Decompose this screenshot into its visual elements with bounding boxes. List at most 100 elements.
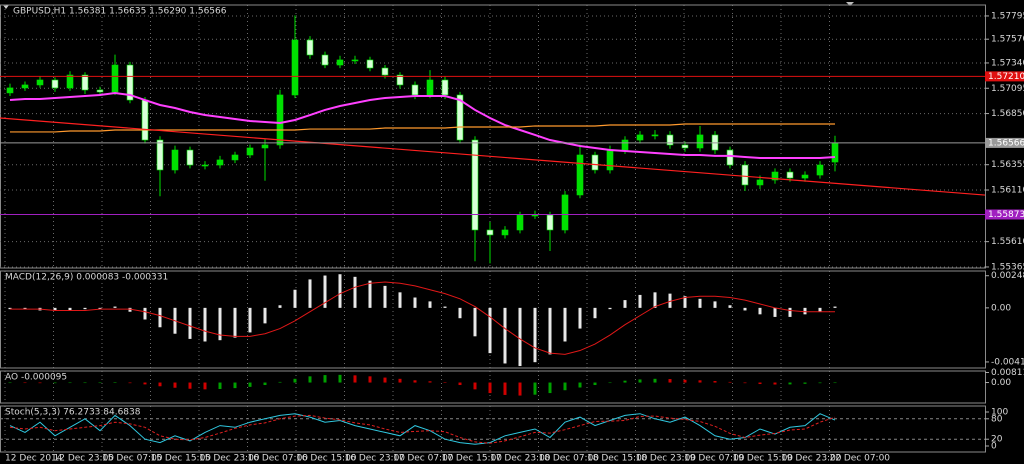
ao-bar bbox=[818, 382, 822, 384]
macd-bar bbox=[773, 307, 777, 317]
ao-bar bbox=[278, 381, 282, 383]
macd-bar bbox=[293, 289, 297, 308]
macd-bar bbox=[353, 276, 357, 308]
candle-body bbox=[81, 74, 89, 91]
price-label: 1.55873 bbox=[988, 210, 1024, 220]
macd-bar bbox=[383, 285, 387, 308]
ao-bar bbox=[833, 382, 837, 384]
y-tick-label: 1.55365 bbox=[991, 262, 1024, 272]
candle-body bbox=[186, 149, 194, 166]
ao-bar bbox=[293, 378, 297, 383]
candle-body bbox=[261, 144, 269, 149]
candle-body bbox=[651, 134, 659, 137]
ao-bar bbox=[173, 382, 177, 388]
candle-body bbox=[546, 214, 554, 231]
ao-bar bbox=[218, 382, 222, 389]
candle-body bbox=[246, 147, 254, 156]
macd-bar bbox=[368, 280, 372, 308]
candle-body bbox=[576, 154, 584, 196]
ao-bar bbox=[683, 379, 687, 383]
candle-body bbox=[396, 74, 404, 86]
x-tick-label: 16 Dec 23:00 bbox=[345, 454, 406, 464]
macd-bar bbox=[503, 307, 507, 364]
y-tick-label: 1.57095 bbox=[991, 84, 1024, 94]
candle-body bbox=[831, 142, 839, 163]
y-tick-label: 1.57570 bbox=[991, 35, 1024, 45]
macd-bar bbox=[23, 307, 27, 310]
macd-bar bbox=[563, 307, 567, 342]
x-tick-label: 22 Dec 07:00 bbox=[830, 454, 891, 464]
x-tick-label: 19 Dec 07:00 bbox=[684, 454, 745, 464]
ao-bar bbox=[398, 378, 402, 383]
ao-bar bbox=[773, 382, 777, 385]
y-tick-label: 1.56110 bbox=[991, 186, 1024, 196]
candle-body bbox=[66, 74, 74, 89]
ao-bar bbox=[668, 379, 672, 383]
candle-body bbox=[441, 79, 449, 96]
y-tick-label: 20 bbox=[991, 435, 1003, 445]
candle-body bbox=[366, 59, 374, 69]
candle-body bbox=[6, 87, 14, 94]
candle-body bbox=[621, 139, 629, 151]
candle-body bbox=[486, 229, 494, 236]
candle-body bbox=[636, 134, 644, 141]
candle-body bbox=[726, 149, 734, 166]
price-box bbox=[985, 71, 1024, 82]
candle-body bbox=[231, 154, 239, 161]
macd-bar bbox=[398, 292, 402, 308]
macd-bar bbox=[203, 307, 207, 342]
candle-body bbox=[126, 64, 134, 101]
y-tick-label: 0.00 bbox=[991, 378, 1011, 388]
macd-bar bbox=[188, 307, 192, 339]
candle-body bbox=[336, 59, 344, 66]
y-tick-label: 100 bbox=[991, 408, 1008, 418]
x-tick-label: 19 Dec 23:00 bbox=[781, 454, 842, 464]
macd-bar bbox=[443, 306, 447, 308]
candle-body bbox=[216, 159, 224, 166]
y-tick-label: 0 bbox=[991, 442, 997, 452]
x-tick-label: 19 Dec 15:00 bbox=[733, 454, 794, 464]
candle-body bbox=[51, 79, 59, 89]
ao-bar bbox=[458, 382, 462, 386]
ao-bar bbox=[233, 382, 237, 389]
candle-body bbox=[36, 79, 44, 86]
ao-bar bbox=[743, 382, 747, 384]
candle-body bbox=[411, 84, 419, 96]
macd-bar bbox=[488, 307, 492, 354]
ao-bar bbox=[803, 382, 807, 384]
ao-bar bbox=[548, 382, 552, 394]
x-tick-label: 17 Dec 15:00 bbox=[442, 454, 503, 464]
y-tick-label: 1.56850 bbox=[991, 109, 1024, 119]
macd-bar bbox=[653, 292, 657, 308]
macd-bar bbox=[698, 298, 702, 308]
ao-bar bbox=[23, 382, 27, 384]
macd-bar bbox=[728, 305, 732, 308]
panel-title: AO -0.000095 bbox=[5, 373, 67, 383]
ao-bar bbox=[653, 378, 657, 383]
x-tick-label: 17 Dec 07:00 bbox=[393, 454, 454, 464]
macd-bar bbox=[608, 307, 612, 310]
ao-bar bbox=[563, 382, 567, 391]
x-tick-label: 18 Dec 07:00 bbox=[539, 454, 600, 464]
candle-body bbox=[306, 39, 314, 56]
panel-title: Stoch(5,3,3) 76.2733 84.6838 bbox=[5, 408, 141, 418]
y-tick-label: 0.002485 bbox=[991, 271, 1024, 281]
macd-bar bbox=[128, 307, 132, 312]
candle-body bbox=[516, 214, 524, 231]
ao-bar bbox=[83, 382, 87, 384]
candle-body bbox=[321, 54, 329, 66]
ao-bar bbox=[338, 374, 342, 383]
candle-body bbox=[756, 179, 764, 186]
price-label: 1.57210 bbox=[988, 72, 1024, 82]
macd-bar bbox=[68, 307, 72, 311]
candle-body bbox=[741, 164, 749, 186]
candle-body bbox=[456, 94, 464, 141]
macd-bar bbox=[533, 307, 537, 363]
candle-body bbox=[291, 39, 299, 96]
price-label: 1.56566 bbox=[988, 138, 1024, 148]
ao-bar bbox=[788, 382, 792, 385]
macd-bar bbox=[233, 307, 237, 338]
ao-bar bbox=[728, 381, 732, 383]
macd-bar bbox=[803, 307, 807, 315]
ao-bar bbox=[593, 382, 597, 386]
